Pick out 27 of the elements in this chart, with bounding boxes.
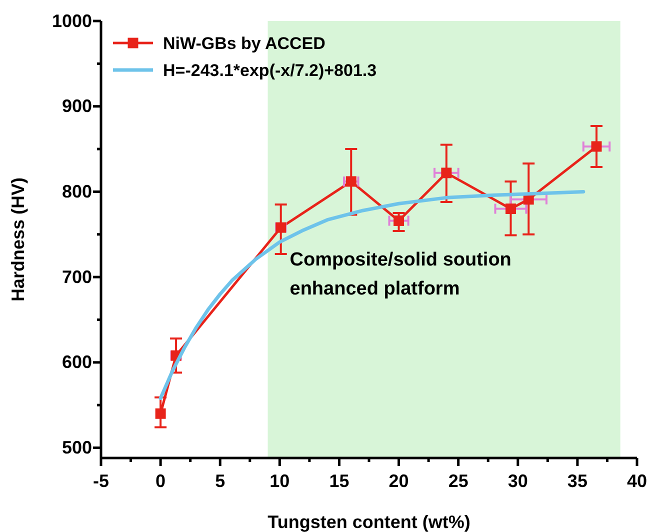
x-tick-label: 25 xyxy=(448,470,468,491)
y-tick-label: 500 xyxy=(62,438,92,458)
line-series xyxy=(158,190,586,400)
x-tick-label: -5 xyxy=(92,470,110,491)
x-axis-title: Tungsten content (wt%) xyxy=(268,512,470,532)
y-tick-label: 900 xyxy=(62,96,92,116)
y-tick-label: 1000 xyxy=(52,10,92,31)
y-axis-title: Hardness (HV) xyxy=(8,177,28,302)
x-tick-label: 35 xyxy=(567,470,588,491)
point xyxy=(394,215,404,226)
legend-label: NiW-GBs by ACCED xyxy=(163,34,326,53)
y-tick-label: 600 xyxy=(62,352,92,372)
x-tick-label: 20 xyxy=(388,470,409,491)
x-tick-label: 15 xyxy=(329,470,350,491)
y-tick-label: 700 xyxy=(62,266,92,287)
point xyxy=(506,204,516,214)
point xyxy=(155,408,166,419)
x-tick-label: 30 xyxy=(508,470,528,491)
y-tick-label: 800 xyxy=(62,181,92,202)
band-label: Composite/solid soution enhanced platform xyxy=(290,250,512,300)
point xyxy=(441,168,452,178)
x-tick-label: 40 xyxy=(626,470,648,491)
x-tick-label: 5 xyxy=(215,470,226,491)
x-tick-label: 0 xyxy=(156,470,166,491)
x-tick-label: 10 xyxy=(270,470,290,491)
legend-label: H=-243.1*exp(-x/7.2)+801.3 xyxy=(163,61,377,80)
point xyxy=(591,141,602,152)
